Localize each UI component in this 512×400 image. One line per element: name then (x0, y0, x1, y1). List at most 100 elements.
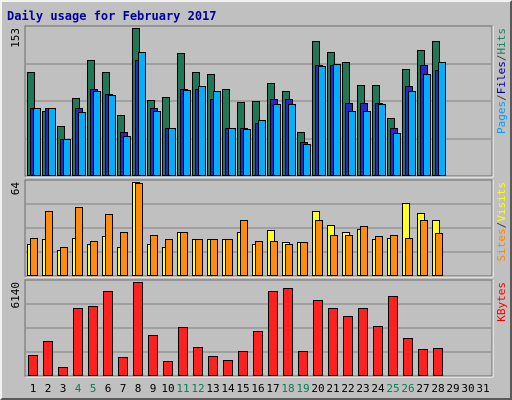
bar (375, 236, 383, 276)
bar (133, 282, 143, 376)
day-label: 3 (60, 382, 67, 395)
series-pages (33, 52, 446, 176)
day-label: 14 (221, 382, 235, 395)
bar (358, 308, 368, 376)
bar (213, 91, 221, 176)
bar (288, 104, 296, 176)
bar (195, 239, 203, 276)
day-label: 28 (431, 382, 444, 395)
bar (43, 341, 53, 376)
bar (343, 316, 353, 376)
bar (258, 120, 266, 176)
day-label: 21 (326, 382, 339, 395)
bar (403, 338, 413, 376)
day-label: 5 (90, 382, 97, 395)
bar (33, 108, 41, 176)
bar (28, 355, 38, 376)
bar (48, 108, 56, 176)
bar (318, 66, 326, 176)
bar (178, 327, 188, 376)
axis-legend-part: Visits (495, 182, 508, 222)
bar (75, 207, 83, 276)
axis-legend-part: KBytes (495, 282, 508, 322)
panel-traffic: 153 Pages/Files/Hits (9, 25, 508, 178)
day-label: 2 (45, 382, 52, 395)
bar (123, 136, 131, 176)
axis-legend-part: Pages (495, 101, 508, 134)
day-label: 4 (75, 382, 82, 395)
bar (163, 361, 173, 376)
axis-legend-part: / (495, 222, 508, 229)
axis-legend-part: / (495, 94, 508, 101)
day-label: 8 (135, 382, 142, 395)
bar (420, 220, 428, 276)
bar (103, 291, 113, 376)
bar (78, 112, 86, 176)
day-label: 9 (150, 382, 157, 395)
panel-kbytes: 6140 KBytes (9, 279, 508, 378)
bar (300, 242, 308, 276)
day-label: 19 (296, 382, 309, 395)
bar (255, 241, 263, 276)
bar (45, 211, 53, 276)
bar (363, 111, 371, 176)
bar (198, 86, 206, 176)
series-kbytes (28, 282, 443, 376)
panel-visits: 64 Sites/Visits (9, 179, 508, 278)
bar (210, 239, 218, 276)
bar (105, 214, 113, 276)
bar (223, 360, 233, 376)
axis-legend-part: Files (495, 61, 508, 94)
bar (298, 351, 308, 376)
bar (408, 91, 416, 176)
bar (423, 74, 431, 176)
day-label: 17 (266, 382, 279, 395)
bar (225, 239, 233, 276)
bar (303, 144, 311, 176)
bar (283, 288, 293, 376)
bar (183, 90, 191, 176)
panel-axis-legend: Sites/Visits (495, 182, 508, 262)
bar (418, 349, 428, 376)
day-label: 6 (105, 382, 112, 395)
day-label: 10 (161, 382, 174, 395)
bar (180, 232, 188, 276)
bar (138, 52, 146, 176)
bar (73, 308, 83, 376)
bar (438, 62, 446, 176)
bar (228, 128, 236, 176)
bar (435, 233, 443, 276)
bar (240, 220, 248, 276)
bar (253, 331, 263, 376)
day-label: 23 (356, 382, 369, 395)
panel-axis-legend: Pages/Files/Hits (495, 28, 508, 134)
bar (208, 356, 218, 376)
bar (58, 367, 68, 376)
bar (243, 129, 251, 176)
bar (63, 139, 71, 176)
bar (30, 238, 38, 276)
bar (90, 241, 98, 276)
day-label: 7 (120, 382, 127, 395)
bar (270, 241, 278, 276)
day-label: 16 (251, 382, 264, 395)
panel-max-label: 153 (9, 28, 22, 48)
day-label: 1 (30, 382, 37, 395)
day-label: 31 (476, 382, 489, 395)
bar (433, 348, 443, 376)
bar (373, 326, 383, 376)
series-sites (30, 183, 443, 276)
bar (93, 91, 101, 176)
bar (108, 95, 116, 176)
day-label: 25 (386, 382, 399, 395)
bar (168, 128, 176, 176)
bar (348, 111, 356, 176)
bar (148, 335, 158, 376)
bar (378, 104, 386, 176)
bar (165, 239, 173, 276)
day-label: 22 (341, 382, 354, 395)
day-label: 11 (176, 382, 189, 395)
bar (120, 232, 128, 276)
day-label: 18 (281, 382, 294, 395)
